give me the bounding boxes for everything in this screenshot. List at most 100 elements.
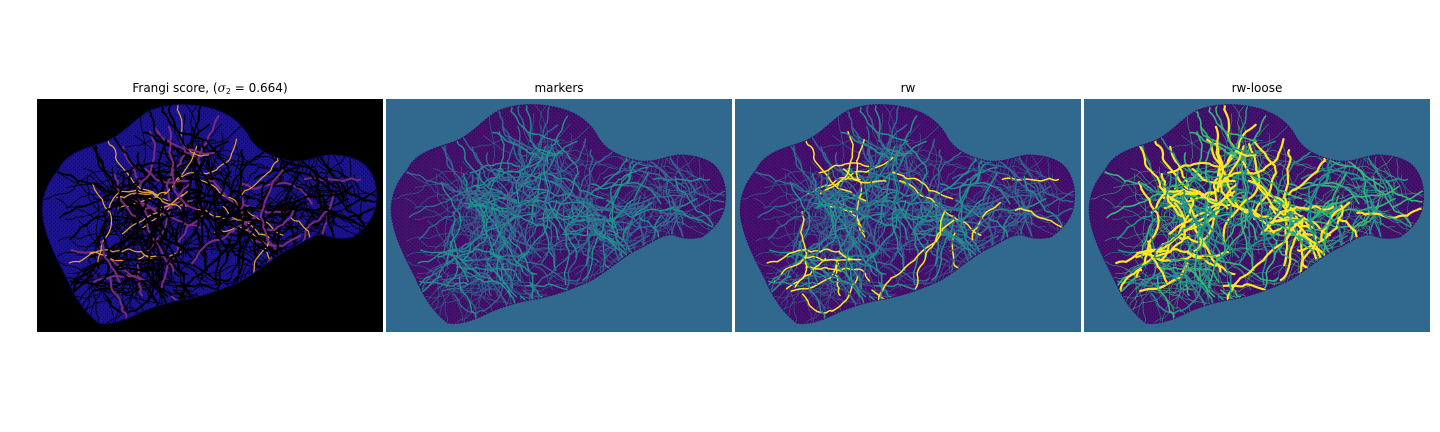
main-vessel	[1122, 255, 1211, 283]
markers-title: markers	[534, 81, 584, 95]
markers-image	[386, 99, 732, 332]
main-vessel	[845, 239, 855, 282]
main-vessel	[1106, 193, 1188, 219]
main-vessel	[959, 166, 998, 235]
main-vessel	[159, 104, 211, 143]
fine-vessel	[422, 287, 448, 324]
markers-canvas	[386, 99, 732, 332]
main-vessel	[892, 171, 954, 200]
fine-vessel	[857, 284, 896, 298]
fine-vessel	[1383, 167, 1404, 199]
fine-vessel	[908, 132, 922, 174]
main-vessel	[1212, 153, 1233, 203]
fine-vessel	[810, 225, 849, 298]
main-vessel	[624, 195, 642, 256]
main-vessel	[1043, 176, 1075, 208]
main-vessel	[914, 211, 946, 290]
fine-vessel	[73, 287, 99, 324]
main-vessel	[1153, 130, 1229, 179]
main-vessel	[1385, 180, 1424, 208]
main-vessel	[167, 142, 177, 193]
main-vessel	[493, 168, 538, 184]
fine-vessel	[1401, 174, 1410, 242]
main-vessel	[515, 154, 534, 202]
fine-vessel	[77, 266, 164, 312]
fine-vessel	[406, 239, 490, 264]
frangi-title-prefix: Frangi score, (	[132, 81, 218, 95]
main-vessel	[266, 210, 295, 231]
main-vessel	[804, 130, 880, 179]
main-vessel	[768, 280, 818, 287]
vessel-network	[740, 104, 1075, 324]
main-vessel	[931, 216, 955, 281]
main-vessel	[1300, 168, 1377, 193]
main-vessel	[802, 189, 880, 214]
fine-vessel	[112, 225, 151, 298]
fine-vessel	[1169, 250, 1252, 302]
main-vessel	[1160, 197, 1195, 261]
main-vessel	[1116, 173, 1172, 240]
fine-vessel	[1046, 174, 1075, 196]
vessel-network	[42, 104, 377, 324]
rw-loose-title: rw-loose	[1231, 81, 1283, 95]
main-vessel	[232, 216, 257, 282]
main-vessel	[1296, 204, 1344, 252]
main-vessel	[1176, 202, 1212, 289]
fine-vessel	[560, 150, 618, 170]
main-vessel	[1206, 236, 1232, 309]
fine-vessel	[608, 189, 620, 240]
main-vessel	[602, 168, 679, 193]
main-vessel	[1191, 167, 1236, 184]
main-vessel	[842, 168, 887, 184]
main-vessel	[1151, 275, 1208, 314]
fine-vessel	[822, 262, 849, 297]
fine-vessel	[957, 189, 969, 240]
main-vessel	[1365, 188, 1382, 226]
main-vessel	[773, 255, 862, 283]
main-vessel	[543, 171, 605, 200]
main-vessel	[812, 202, 855, 219]
fine-vessel	[182, 205, 189, 246]
main-vessel	[444, 144, 503, 231]
main-vessel	[1214, 142, 1225, 193]
fine-vessel	[1034, 167, 1055, 199]
fine-vessel	[1111, 170, 1173, 220]
main-vessel	[1314, 210, 1342, 231]
main-vessel	[582, 216, 606, 281]
fine-vessel	[1134, 268, 1180, 324]
fine-vessel	[531, 246, 622, 266]
main-vessel	[1036, 180, 1075, 208]
fine-vessel	[415, 273, 440, 324]
main-vessel	[237, 171, 301, 223]
main-vessel	[627, 185, 702, 209]
main-vessel	[253, 168, 330, 193]
main-vessel	[492, 131, 541, 159]
main-vessel	[665, 207, 726, 267]
main-vessel	[904, 141, 928, 220]
main-vessel	[133, 192, 143, 228]
main-vessel	[912, 201, 934, 286]
frangi-score-title: Frangi score, (σ2 = 0.664)	[37, 81, 383, 96]
main-vessel	[516, 143, 526, 193]
main-vessel	[1306, 169, 1331, 250]
main-vessel	[538, 213, 601, 221]
main-vessel	[146, 239, 157, 282]
main-vessel	[516, 104, 538, 149]
main-vessel	[1134, 257, 1176, 290]
main-vessel	[768, 249, 849, 284]
main-vessel	[424, 255, 513, 283]
main-vessel	[1283, 201, 1290, 266]
main-vessel	[530, 199, 610, 212]
main-vessel	[529, 124, 559, 163]
main-vessel	[96, 210, 110, 289]
main-vessel	[68, 248, 155, 264]
fine-vessel	[820, 250, 903, 302]
main-vessel	[259, 169, 284, 250]
tissue-border	[390, 104, 727, 325]
main-vessel	[603, 202, 645, 222]
fine-vessel	[529, 285, 604, 324]
main-vessel	[166, 199, 209, 265]
main-vessel	[87, 257, 129, 290]
main-vessel	[216, 211, 248, 290]
main-vessel	[437, 198, 488, 278]
